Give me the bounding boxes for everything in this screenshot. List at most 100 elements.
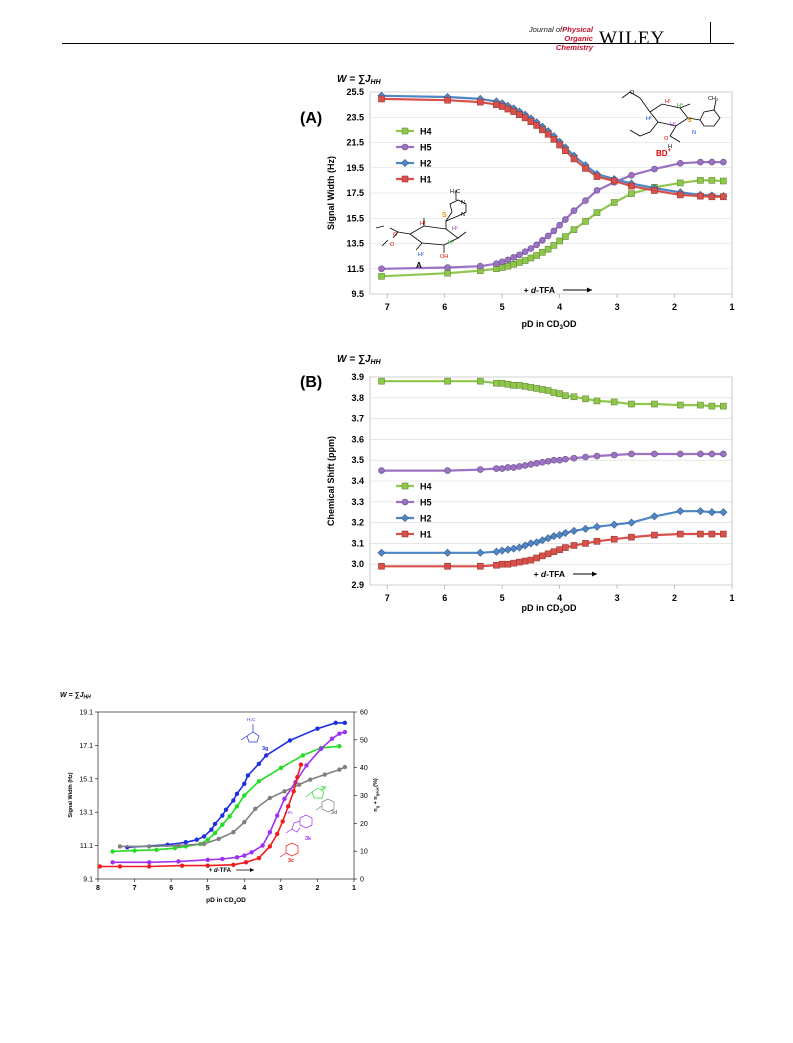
svg-text:S: S <box>442 212 447 219</box>
y-tick-label: 3.6 <box>351 434 364 444</box>
data-point-h5 <box>516 251 523 259</box>
data-point-h1 <box>533 554 540 562</box>
x-tick-label: 1 <box>729 593 734 603</box>
data-point-h2 <box>719 508 728 517</box>
data-point-3k <box>260 843 265 848</box>
data-point-h1 <box>610 177 618 185</box>
data-point-3k <box>304 763 309 768</box>
data-point-h4 <box>539 249 546 256</box>
data-point-h5 <box>378 467 385 474</box>
data-point-3f <box>220 822 225 827</box>
data-point-3g <box>264 753 269 758</box>
data-point-h1 <box>477 98 484 106</box>
data-point-h1 <box>562 544 569 551</box>
data-point-h2 <box>532 538 541 547</box>
data-point-h4 <box>493 379 500 387</box>
data-point-3g <box>212 821 218 827</box>
svg-text:H₃C: H₃C <box>450 189 460 195</box>
data-point-3k <box>249 850 254 855</box>
data-point-h1 <box>720 193 727 201</box>
svg-text:H²: H² <box>418 252 424 258</box>
data-point-h5 <box>378 265 385 273</box>
data-point-3f <box>242 793 247 798</box>
data-point-h2 <box>650 512 659 521</box>
data-point-h1 <box>527 118 535 125</box>
data-point-h2 <box>521 541 530 550</box>
data-point-h2 <box>377 548 386 557</box>
x-tick-label: 3 <box>279 885 283 892</box>
panel-b-legend: H4 H5 H2 H1 <box>396 482 432 540</box>
data-point-h2 <box>561 528 570 538</box>
y-tick-label: 15.5 <box>346 213 364 223</box>
y-tick-label: 3.9 <box>351 372 364 382</box>
data-point-h5 <box>676 160 684 167</box>
svg-text:H⁵: H⁵ <box>670 121 676 128</box>
data-point-h1 <box>651 531 658 539</box>
compound-label-3c: 3c <box>288 858 294 864</box>
panel-b-chart: (B) W = ∑JHH 2.9 3.0 3.1 3.2 3.3 3.4 3.5 3.6 3.7… <box>300 354 735 615</box>
compound-label-3f: 3f <box>321 786 326 792</box>
compound-label-3d: 3d <box>331 810 337 816</box>
data-point-h5 <box>527 245 535 252</box>
svg-text:N: N <box>461 200 465 206</box>
data-point-h4 <box>556 390 563 397</box>
data-point-h4 <box>521 257 529 264</box>
legend-marker-h1 <box>401 530 409 538</box>
data-point-h1 <box>582 540 589 547</box>
panel-c-chart: W = ∑JHH 9.1 11.1 13.1 15.1 17.1 19.1 0 10 20 30 4… <box>60 692 380 905</box>
legend-label-h2: H2 <box>420 159 432 169</box>
data-point-h5 <box>651 165 658 173</box>
y2-tick-label: 20 <box>360 821 368 828</box>
data-point-h4 <box>533 385 540 392</box>
data-point-h1 <box>493 561 500 569</box>
data-point-h4 <box>527 384 535 391</box>
journal-physical: Physical <box>562 25 593 34</box>
data-point-h1 <box>544 550 552 558</box>
data-point-3c <box>295 774 300 780</box>
data-point-h4 <box>651 400 658 408</box>
data-point-h1 <box>516 111 523 119</box>
data-point-3k <box>220 856 225 862</box>
data-point-h4 <box>593 397 601 405</box>
data-point-h4 <box>593 209 601 216</box>
svg-text:H⁵: H⁵ <box>452 225 458 232</box>
x-tick-label: 3 <box>615 593 620 603</box>
data-point-h1 <box>556 141 563 149</box>
legend-label-h2: H2 <box>420 514 432 524</box>
y-tick-label: 11.1 <box>80 843 93 850</box>
thiopyranoside-structure-bd: CH₃ S H¹ H⁴ H² H⁵ O H N O <box>621 90 721 150</box>
panel-a-arrow-head <box>587 287 592 293</box>
data-point-h5 <box>651 450 658 458</box>
data-point-h5 <box>544 457 552 465</box>
legend-marker-h2 <box>400 158 410 168</box>
data-point-h4 <box>444 269 451 277</box>
data-point-h4 <box>708 177 716 184</box>
svg-text:H: H <box>668 144 672 150</box>
data-point-3f <box>278 765 284 771</box>
series-line-h5 <box>381 161 724 270</box>
series-line-h1 <box>381 97 724 198</box>
data-point-h4 <box>516 259 523 266</box>
panel-a-legend: H4 H5 H2 H1 <box>396 127 432 185</box>
data-point-h1 <box>697 192 704 200</box>
data-point-h2 <box>538 536 547 545</box>
y-tick-label: 3.1 <box>351 538 364 548</box>
y-tick-label: 9.5 <box>351 289 364 299</box>
data-point-h4 <box>556 237 563 245</box>
data-point-3k <box>242 853 247 858</box>
data-point-3d <box>253 806 258 812</box>
legend-label-h4: H4 <box>420 127 432 137</box>
data-point-3f <box>337 744 342 749</box>
data-point-h5 <box>593 452 601 460</box>
legend-marker-h4 <box>401 482 409 490</box>
data-point-h4 <box>610 398 618 406</box>
data-point-3g <box>315 726 320 731</box>
x-tick-label: 7 <box>133 885 137 892</box>
data-point-h1 <box>539 552 546 560</box>
data-point-3d <box>267 795 273 801</box>
y-tick-label: 11.5 <box>347 264 364 274</box>
panel-a-series <box>377 91 728 280</box>
data-point-h1 <box>556 546 563 553</box>
data-point-3c <box>280 819 285 824</box>
y-tick-label: 21.5 <box>346 138 364 148</box>
